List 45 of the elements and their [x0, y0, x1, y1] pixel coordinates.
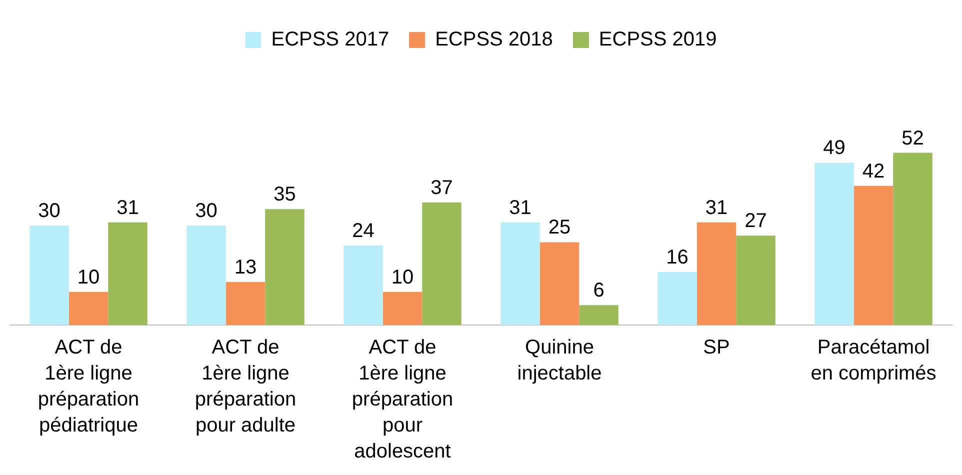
bar — [422, 202, 462, 325]
bar — [893, 152, 932, 325]
legend-label: ECPSS 2018 — [435, 28, 553, 51]
bar — [108, 222, 148, 325]
data-label: 30 — [38, 200, 60, 222]
legend-label: ECPSS 2019 — [598, 28, 717, 51]
data-label: 13 — [234, 256, 257, 278]
data-label: 52 — [902, 127, 924, 150]
data-label: 35 — [274, 184, 296, 206]
bar — [382, 292, 422, 325]
data-label: 6 — [593, 280, 604, 302]
bar — [30, 226, 69, 325]
bar — [68, 292, 108, 325]
bar — [265, 209, 304, 325]
bar — [540, 242, 580, 325]
x-tick-label: ACT de 1ère ligne préparation pour adulte — [194, 336, 296, 437]
bar — [814, 162, 854, 325]
legend-label: ECPSS 2017 — [271, 28, 390, 51]
data-label: 10 — [77, 266, 100, 288]
data-label: 25 — [548, 216, 571, 239]
data-label: 31 — [509, 196, 532, 219]
bar — [736, 236, 776, 325]
x-tick-label: Quinine injectable — [517, 336, 602, 385]
x-tick-label: SP — [703, 336, 730, 359]
data-label: 30 — [195, 200, 218, 222]
data-label: 24 — [352, 220, 374, 242]
x-tick-label: ACT de 1ère ligne préparation pour adolescent — [352, 336, 454, 463]
bar — [344, 246, 383, 325]
bar — [854, 186, 894, 325]
data-label: 42 — [862, 160, 885, 182]
data-label: 16 — [666, 246, 688, 269]
data-label: 10 — [391, 266, 414, 288]
bar — [226, 282, 266, 325]
x-tick-label: Paracétamol en comprimés — [810, 336, 936, 385]
data-label: 31 — [116, 196, 139, 219]
bar — [500, 222, 540, 325]
bar — [658, 272, 697, 325]
x-tick-label: ACT de 1ère ligne préparation pédiatrique — [38, 336, 140, 437]
data-label: 49 — [823, 137, 846, 160]
bar — [696, 222, 736, 325]
bar — [186, 226, 226, 325]
data-label: 31 — [705, 196, 728, 219]
bar — [579, 305, 618, 325]
data-label: 27 — [744, 210, 767, 232]
data-label: 37 — [430, 176, 453, 199]
